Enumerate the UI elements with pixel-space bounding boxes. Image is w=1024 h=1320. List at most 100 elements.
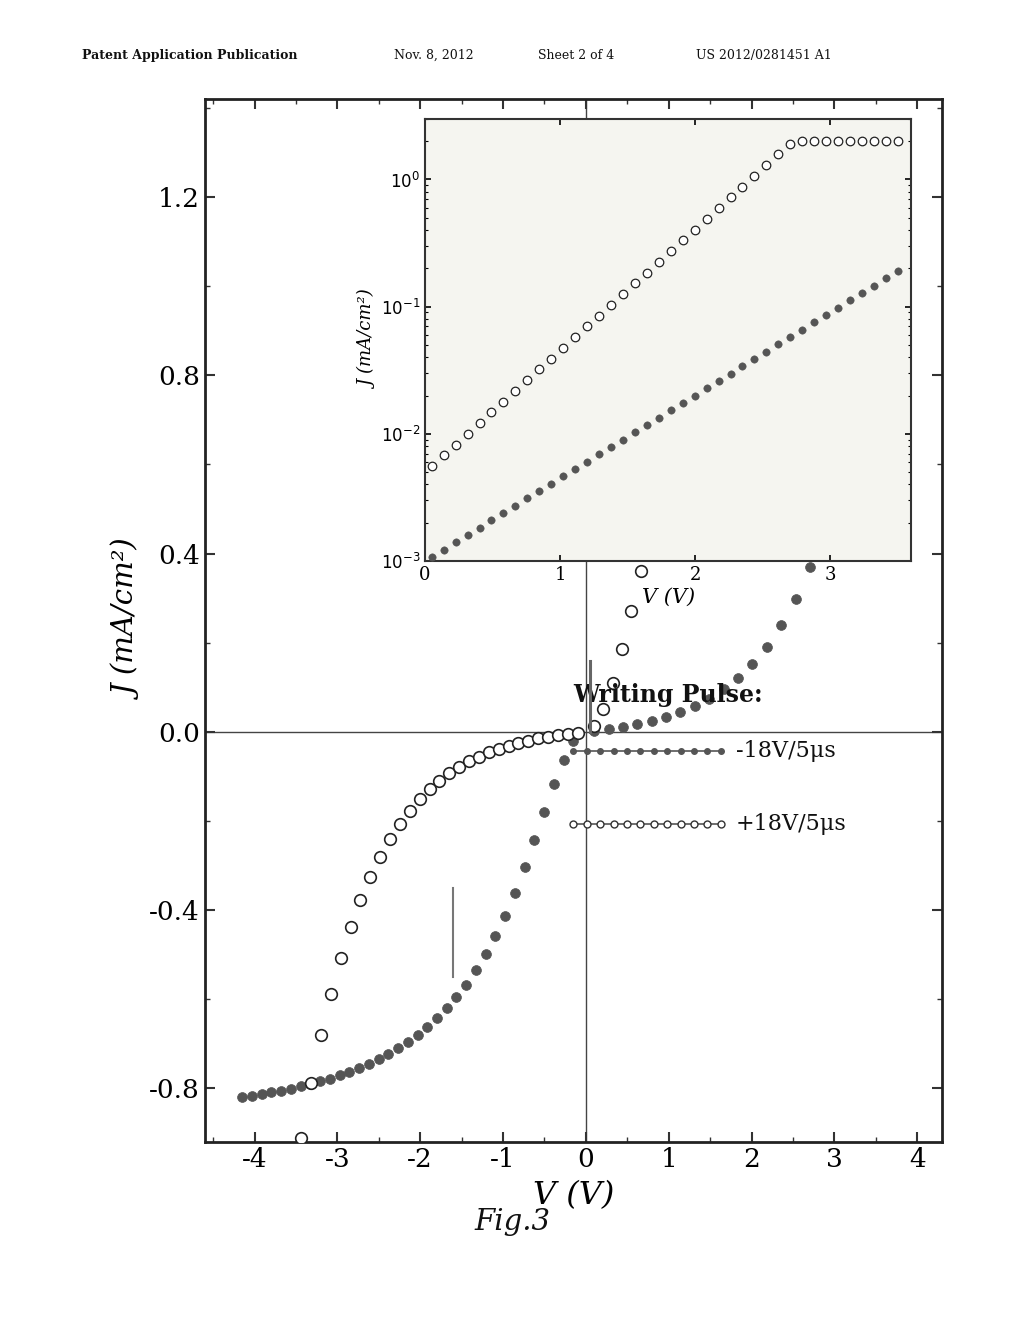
Text: Sheet 2 of 4: Sheet 2 of 4 xyxy=(538,49,613,62)
Text: US 2012/0281451 A1: US 2012/0281451 A1 xyxy=(696,49,833,62)
Point xyxy=(743,210,760,231)
Point xyxy=(673,702,689,723)
Point xyxy=(471,412,487,433)
Point xyxy=(701,688,718,709)
Point xyxy=(579,451,595,473)
Point xyxy=(734,356,751,378)
Point xyxy=(629,714,645,735)
X-axis label: V (V): V (V) xyxy=(642,587,694,607)
Point xyxy=(603,437,620,458)
Point xyxy=(830,467,847,488)
Point xyxy=(303,1072,319,1093)
Point xyxy=(461,751,477,772)
Point xyxy=(809,144,825,165)
Point xyxy=(507,882,523,903)
Point xyxy=(284,1191,300,1212)
Point xyxy=(424,546,440,568)
Point xyxy=(497,906,513,927)
Point xyxy=(679,370,695,391)
Point xyxy=(390,1038,407,1059)
Point xyxy=(540,726,556,747)
Point xyxy=(591,444,607,465)
Point xyxy=(663,240,679,261)
Point xyxy=(758,341,774,362)
Y-axis label: J (mA/cm²): J (mA/cm²) xyxy=(115,541,143,700)
Point xyxy=(460,524,476,545)
Point xyxy=(526,829,543,850)
Point xyxy=(818,305,835,326)
Point xyxy=(744,653,761,675)
Point xyxy=(675,392,691,413)
Point xyxy=(567,458,584,479)
Point xyxy=(458,974,474,995)
Point xyxy=(816,516,833,537)
Point xyxy=(890,131,906,152)
Point xyxy=(746,165,763,186)
Point xyxy=(734,226,751,247)
Point xyxy=(410,1024,426,1045)
Point xyxy=(483,510,500,531)
Point xyxy=(854,131,870,152)
Point xyxy=(791,157,807,178)
Point xyxy=(543,348,559,370)
Point xyxy=(657,706,674,727)
Point xyxy=(283,1078,299,1100)
Point xyxy=(312,1024,329,1045)
Point xyxy=(716,263,732,284)
Point xyxy=(519,370,536,391)
Point xyxy=(707,285,723,306)
Point xyxy=(360,1053,377,1074)
Point xyxy=(845,407,861,428)
Point xyxy=(855,123,871,144)
Point xyxy=(579,315,595,337)
Point xyxy=(642,519,658,540)
Point xyxy=(293,1127,309,1148)
Point xyxy=(586,721,602,742)
Point xyxy=(734,176,751,197)
Point xyxy=(233,1086,250,1107)
Text: Patent Application Publication: Patent Application Publication xyxy=(82,49,297,62)
Point xyxy=(846,125,862,147)
Point xyxy=(698,378,715,399)
Point xyxy=(627,273,643,294)
Point xyxy=(772,174,788,195)
Point xyxy=(687,696,703,717)
Point xyxy=(753,197,769,218)
Point xyxy=(429,1007,445,1028)
Point xyxy=(670,404,686,425)
Point xyxy=(341,1061,357,1082)
Point xyxy=(510,733,526,754)
Point xyxy=(399,1031,416,1052)
Point xyxy=(639,261,655,282)
Point xyxy=(827,133,844,154)
Point xyxy=(688,338,705,359)
Point xyxy=(614,717,631,738)
Point xyxy=(468,960,484,981)
Point xyxy=(253,1084,269,1105)
Point xyxy=(487,925,504,946)
Point xyxy=(730,668,746,689)
Point xyxy=(859,333,876,354)
Point xyxy=(351,1057,368,1078)
Point xyxy=(447,434,464,455)
Point xyxy=(698,209,715,230)
Point xyxy=(794,131,810,152)
Point xyxy=(591,305,607,326)
Point xyxy=(697,310,714,331)
Point xyxy=(441,763,458,784)
Point xyxy=(333,948,349,969)
Point xyxy=(651,479,668,500)
Point xyxy=(312,1071,329,1092)
Point xyxy=(746,348,763,370)
Point xyxy=(686,219,702,240)
Point xyxy=(818,139,835,160)
Text: Writing Pulse:: Writing Pulse: xyxy=(573,682,763,708)
Point xyxy=(460,424,476,445)
Point xyxy=(878,268,894,289)
Point xyxy=(480,742,497,763)
Point xyxy=(507,380,523,401)
Point xyxy=(516,857,532,878)
Point xyxy=(496,503,512,524)
Point xyxy=(613,639,630,660)
Point xyxy=(550,725,566,746)
